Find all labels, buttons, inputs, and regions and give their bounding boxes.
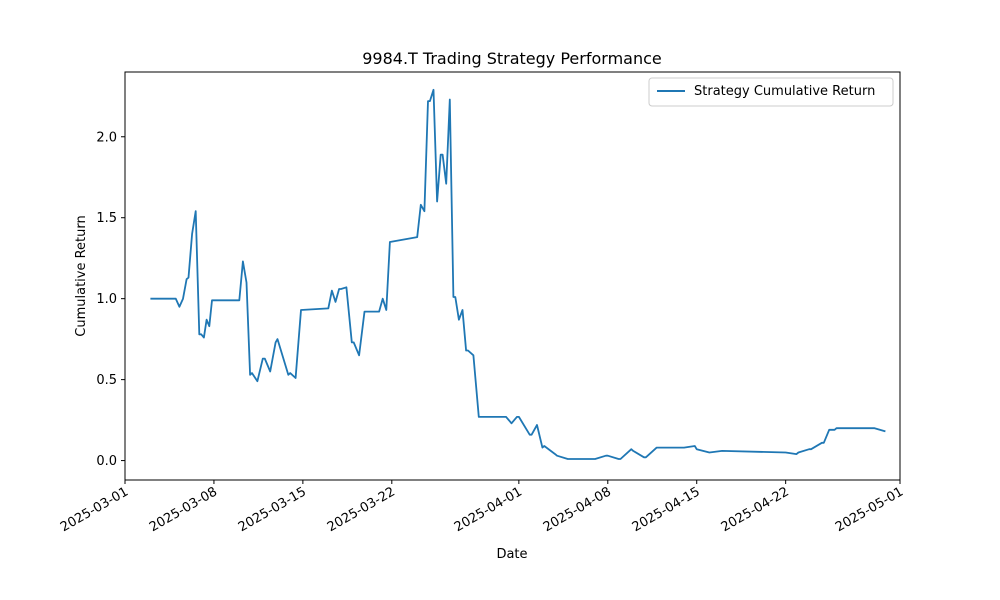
y-axis: 0.0 0.5 1.0 1.5 2.0 bbox=[96, 130, 125, 469]
x-tick-label: 2025-04-22 bbox=[719, 484, 792, 535]
legend-label: Strategy Cumulative Return bbox=[694, 84, 875, 99]
x-tick-label: 2025-05-01 bbox=[833, 484, 906, 535]
y-tick-label: 0.5 bbox=[96, 373, 117, 388]
x-tick-label: 2025-03-01 bbox=[58, 484, 131, 535]
y-tick-label: 0.0 bbox=[96, 454, 117, 469]
plot-area bbox=[150, 88, 886, 460]
axes-frame bbox=[124, 71, 901, 481]
x-tick-label: 2025-04-08 bbox=[541, 484, 614, 535]
chart-title: 9984.T Trading Strategy Performance bbox=[362, 49, 661, 68]
legend: Strategy Cumulative Return bbox=[648, 77, 894, 107]
x-tick-label: 2025-04-15 bbox=[630, 484, 703, 535]
x-tick-label: 2025-03-08 bbox=[147, 484, 220, 535]
x-axis: 2025-03-01 2025-03-08 2025-03-15 2025-03-22… bbox=[58, 480, 906, 535]
y-tick-label: 1.5 bbox=[96, 211, 117, 226]
x-tick-label: 2025-04-01 bbox=[452, 484, 525, 535]
legend-box bbox=[648, 77, 894, 107]
x-tick-label: 2025-03-22 bbox=[325, 484, 398, 535]
series-line bbox=[150, 88, 886, 460]
x-axis-label: Date bbox=[496, 547, 527, 562]
y-tick-label: 1.0 bbox=[96, 292, 117, 307]
x-tick-label: 2025-03-15 bbox=[236, 484, 309, 535]
y-axis-label: Cumulative Return bbox=[74, 215, 89, 336]
y-tick-label: 2.0 bbox=[96, 130, 117, 145]
